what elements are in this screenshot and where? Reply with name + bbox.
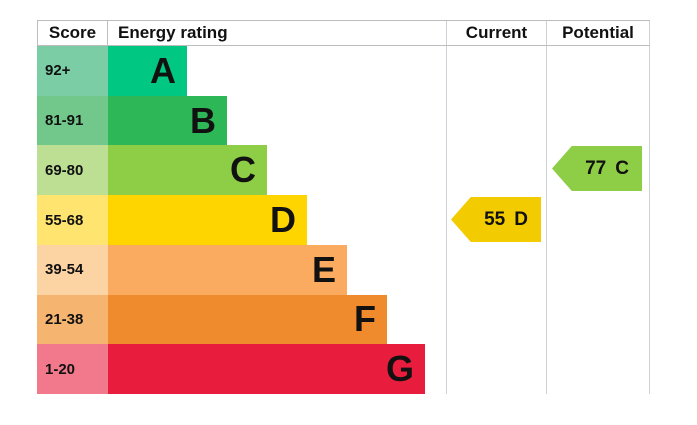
band-bar-d: D [108, 195, 307, 245]
band-letter: A [150, 49, 176, 91]
band-letter: G [385, 348, 414, 390]
band-score-range: 21-38 [45, 310, 84, 328]
header-score: Score [37, 21, 108, 45]
band-bar-g: G [108, 344, 425, 395]
band-row-e: 39-54 E [37, 244, 650, 295]
column-divider-right-edge [649, 46, 650, 394]
column-divider-potential-left [546, 46, 547, 394]
band-bar-e: E [108, 244, 347, 295]
chart-body: 92+ A 81-91 B 69-80 [37, 46, 650, 395]
band-rows: 92+ A 81-91 B 69-80 [37, 46, 650, 395]
header-energy-rating: Energy rating [118, 23, 228, 42]
band-bar-b: B [108, 95, 227, 146]
band-letter: F [354, 298, 376, 340]
header-current: Current [446, 21, 546, 45]
potential-rating-arrow: 77 C [552, 146, 642, 191]
band-score-cell: 1-20 [37, 344, 108, 395]
band-score-range: 55-68 [45, 211, 84, 229]
band-bar-f: F [108, 294, 387, 345]
band-score-cell: 21-38 [37, 294, 108, 345]
band-row-b: 81-91 B [37, 95, 650, 146]
band-score-range: 92+ [45, 62, 71, 80]
band-bar-a: A [108, 46, 187, 96]
band-letter: C [230, 149, 256, 191]
band-letter: E [311, 248, 336, 290]
band-score-cell: 39-54 [37, 244, 108, 295]
band-score-range: 39-54 [45, 261, 84, 279]
band-score-cell: 55-68 [37, 195, 108, 245]
band-row-f: 21-38 F [37, 294, 650, 345]
band-score-range: 69-80 [45, 161, 84, 179]
band-score-cell: 92+ [37, 46, 108, 96]
band-row-d: 55-68 D [37, 195, 650, 245]
band-row-g: 1-20 G [37, 344, 650, 395]
potential-rating-score: 77 [585, 157, 607, 179]
band-letter: B [190, 99, 216, 141]
band-bar-c: C [108, 145, 267, 196]
current-rating-band: D [514, 208, 528, 230]
table-header: Score Energy rating Current Potential [37, 20, 650, 46]
band-letter: D [270, 199, 296, 241]
band-score-range: 1-20 [45, 360, 76, 378]
header-potential: Potential [546, 21, 650, 45]
epc-table: Score Energy rating Current Potential 92… [37, 20, 650, 395]
band-row-c: 69-80 C [37, 145, 650, 196]
band-score-range: 81-91 [45, 112, 84, 130]
potential-rating-band: C [615, 157, 629, 179]
column-divider-current-left [446, 46, 447, 394]
current-rating-score: 55 [484, 208, 506, 230]
current-rating-arrow: 55 D [451, 197, 541, 242]
band-score-cell: 81-91 [37, 95, 108, 146]
band-row-a: 92+ A [37, 46, 650, 96]
band-score-cell: 69-80 [37, 145, 108, 196]
